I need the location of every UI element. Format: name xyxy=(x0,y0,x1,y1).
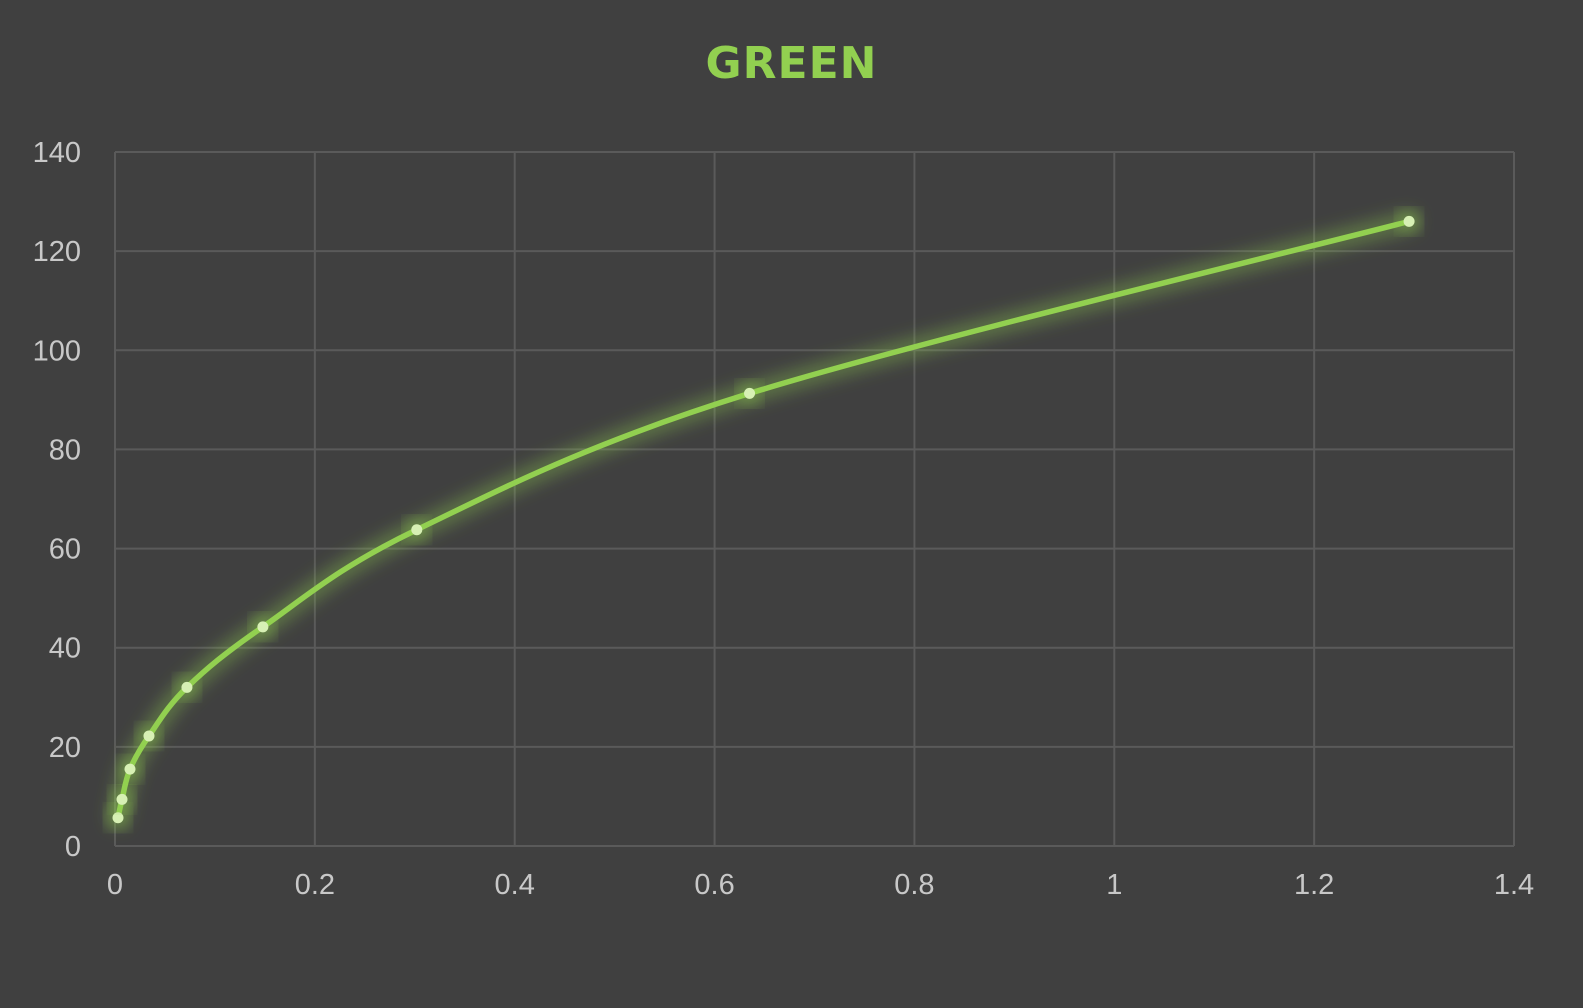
x-tick-label: 0.8 xyxy=(894,869,934,901)
x-tick-label: 1.2 xyxy=(1294,869,1334,901)
data-point xyxy=(124,763,136,775)
y-tick-label: 80 xyxy=(49,434,81,466)
x-tick-label: 0 xyxy=(107,869,123,901)
data-point xyxy=(143,730,155,742)
chart-title: GREEN xyxy=(705,38,878,89)
x-tick-label: 1 xyxy=(1106,869,1122,901)
data-point xyxy=(744,387,756,399)
y-tick-label: 120 xyxy=(33,236,81,268)
x-tick-label: 0.6 xyxy=(694,869,734,901)
data-point xyxy=(112,812,124,824)
data-point xyxy=(411,524,423,536)
data-point xyxy=(116,793,128,805)
series xyxy=(106,210,1421,829)
data-point xyxy=(181,681,193,693)
y-tick-label: 140 xyxy=(33,137,81,169)
x-tick-label: 0.2 xyxy=(295,869,335,901)
y-tick-label: 0 xyxy=(65,831,81,863)
tick-labels: 0 0.2 0.4 0.6 0.8 1 1.2 1.4 0 20 40 60 80 100 120 140 xyxy=(33,137,1535,901)
x-tick-label: 0.4 xyxy=(495,869,535,901)
data-point xyxy=(1403,215,1415,227)
x-tick-label: 1.4 xyxy=(1494,869,1534,901)
y-tick-label: 100 xyxy=(33,335,81,367)
y-tick-label: 20 xyxy=(49,732,81,764)
grid xyxy=(114,151,1515,847)
y-tick-label: 40 xyxy=(49,633,81,665)
data-point xyxy=(257,621,269,633)
y-tick-label: 60 xyxy=(49,534,81,566)
series-line-glow xyxy=(109,213,1418,826)
series-line xyxy=(115,218,1412,821)
